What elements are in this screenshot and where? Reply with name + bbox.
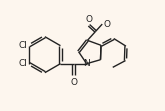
Text: O: O [70,78,77,87]
Text: N: N [83,59,90,68]
Text: Cl: Cl [18,59,27,68]
Text: O: O [85,15,92,24]
Text: O: O [104,20,111,29]
Text: Cl: Cl [18,41,27,50]
